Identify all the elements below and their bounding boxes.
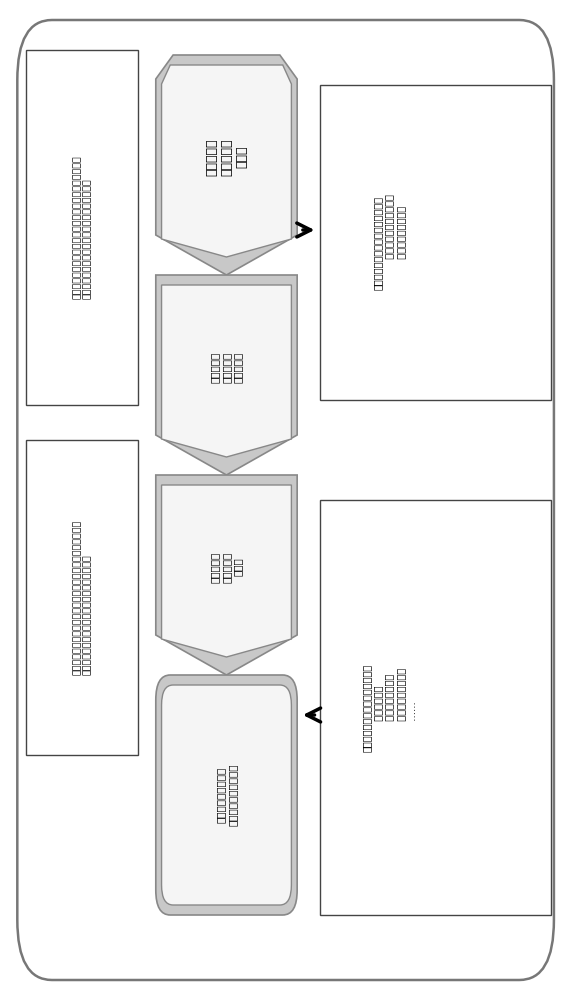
Polygon shape [156,475,297,675]
Polygon shape [156,55,297,275]
Text: 碳排放管理
系统年度配
额总量: 碳排放管理 系统年度配 额总量 [205,138,248,176]
FancyBboxPatch shape [156,675,297,915]
FancyBboxPatch shape [320,500,551,915]
Polygon shape [162,285,291,457]
Text: 输入指标：控排行业历史碳排放量
          地区减排目标
          控排行业减排潜力
          预留配额比例的计划
        : 输入指标：控排行业历史碳排放量 地区减排目标 控排行业减排潜力 预留配额比例的计… [361,663,418,752]
Polygon shape [162,65,291,257]
FancyBboxPatch shape [26,50,138,405]
FancyBboxPatch shape [320,85,551,400]
Text: 输出指标：控排行业碳排放权配额量
          碳排放管理系统配额总量
          预留碳排放权配额量: 输出指标：控排行业碳排放权配额量 碳排放管理系统配额总量 预留碳排放权配额量 [373,195,406,290]
FancyBboxPatch shape [162,685,291,905]
Polygon shape [162,485,291,657]
Text: 在碳排放总量约束下，根据行业现状、技术进步、发展规划，
确定纳入碳排放管理系统的行业碳排放控制上限: 在碳排放总量约束下，根据行业现状、技术进步、发展规划， 确定纳入碳排放管理系统的… [73,520,92,675]
Text: 计算控排行
业生产所需
最低配额量: 计算控排行 业生产所需 最低配额量 [210,351,243,383]
FancyBboxPatch shape [26,440,138,755]
Text: 估算新建项
目所需配额
预留量: 估算新建项 目所需配额 预留量 [210,551,243,583]
Text: 调查建筑企业生产发
展对碳排放的最低需求: 调查建筑企业生产发 展对碳排放的最低需求 [216,764,237,826]
FancyBboxPatch shape [17,20,554,980]
Polygon shape [156,275,297,475]
Text: 根据全社会碳排放强度下降目标、国民经济和社会发展规
划，估算出本地区到目标年碳排放总量控制目标: 根据全社会碳排放强度下降目标、国民经济和社会发展规 划，估算出本地区到目标年碳排… [73,156,92,299]
